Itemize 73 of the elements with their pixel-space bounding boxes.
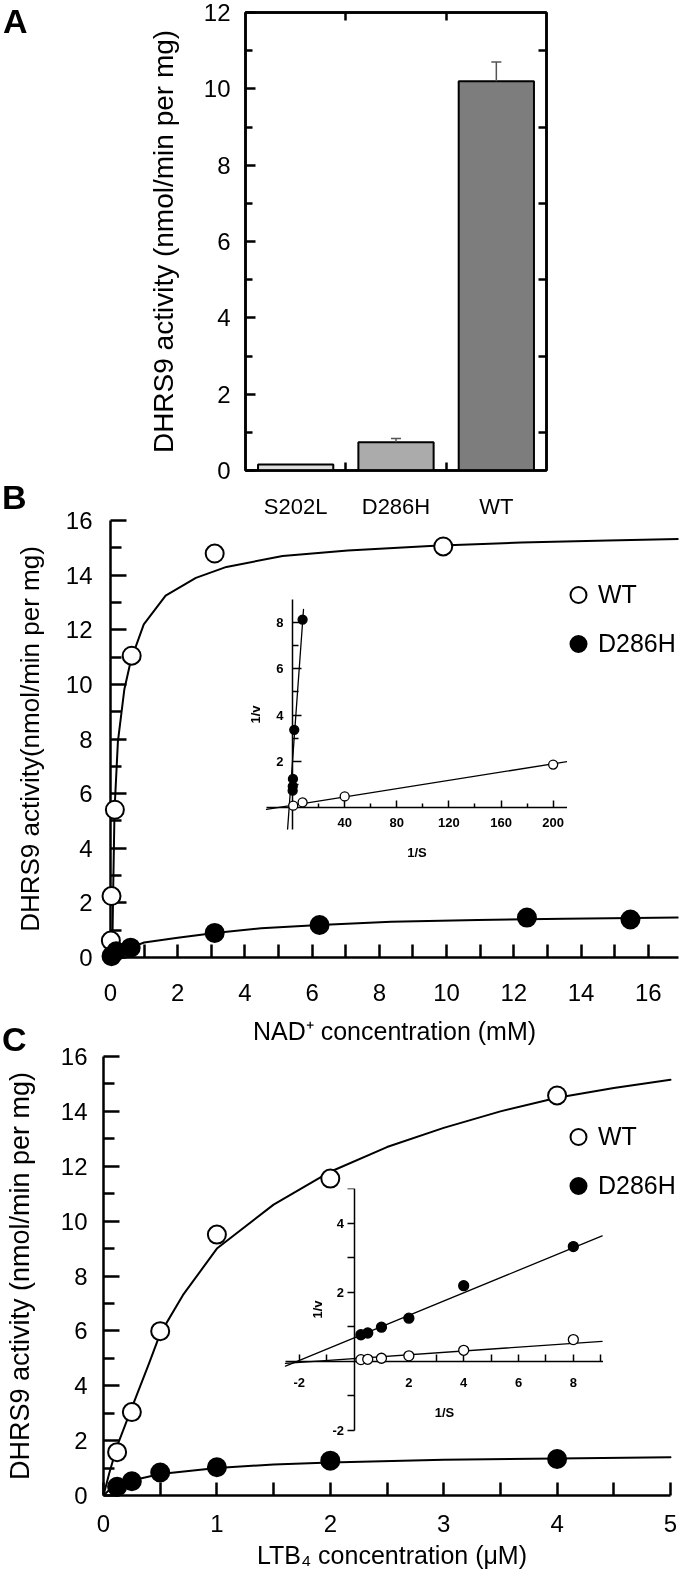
chart-title: B xyxy=(2,478,27,516)
x-tick-label: 40 xyxy=(337,814,352,830)
y-tick-label: 8 xyxy=(74,1262,88,1290)
y-tick-label: 8 xyxy=(276,615,284,631)
y-tick-label: 12 xyxy=(203,0,231,26)
y-tick-label: 2 xyxy=(217,380,231,408)
x-tick-label: 4 xyxy=(238,978,252,1006)
y-tick-label: 4 xyxy=(217,304,231,332)
legend-label: WT xyxy=(598,1121,637,1151)
y-tick-label: 2 xyxy=(336,1284,345,1300)
y-tick-label: 0 xyxy=(217,457,231,484)
x-tick-label: 14 xyxy=(567,978,595,1006)
y-tick-label: 10 xyxy=(65,670,93,698)
x-axis-title: 1/S xyxy=(407,844,428,860)
chart-title: C xyxy=(2,1020,27,1058)
y-tick-label: 16 xyxy=(60,1043,88,1070)
y-tick-label: 0 xyxy=(74,1482,88,1509)
x-tick-label: 0 xyxy=(103,978,118,1006)
x-tick-label: 3 xyxy=(437,1509,451,1537)
x-tick-label: 200 xyxy=(542,814,565,830)
x-tick-label: 80 xyxy=(389,814,405,830)
x-tick-label: 10 xyxy=(433,978,460,1006)
y-axis-title: DHRS9 activity (nmol/min per mg) xyxy=(4,1071,35,1481)
legend-label: WT xyxy=(598,579,637,609)
y-tick-label: 2 xyxy=(276,753,284,769)
y-tick-label: 6 xyxy=(217,228,231,255)
y-tick-label: 4 xyxy=(276,707,285,723)
y-tick-label: 6 xyxy=(74,1317,88,1345)
x-tick-label: 1 xyxy=(210,1509,224,1537)
y-tick-label: 6 xyxy=(276,661,284,677)
x-tick-label: 16 xyxy=(634,978,662,1006)
x-tick-label: WT xyxy=(479,493,514,519)
y-tick-label: 12 xyxy=(65,616,93,644)
x-axis-title: 1/S xyxy=(434,1404,455,1420)
x-tick-label: 4 xyxy=(550,1509,564,1537)
x-tick-label: 120 xyxy=(438,814,460,830)
x-axis-title: LTB₄ concentration (μM) xyxy=(256,1540,528,1569)
x-tick-label: 2 xyxy=(171,978,185,1006)
y-tick-label: -2 xyxy=(332,1423,345,1438)
x-tick-label: D286H xyxy=(361,493,431,519)
y-tick-label: 0 xyxy=(79,944,93,971)
y-tick-label: 2 xyxy=(79,889,93,917)
x-tick-label: 160 xyxy=(490,814,512,830)
y-tick-label: 8 xyxy=(217,151,231,179)
x-tick-label: 8 xyxy=(372,978,387,1006)
x-tick-label: 5 xyxy=(663,1509,678,1537)
x-axis-title: NAD⁺ concentration (mM) xyxy=(252,1016,537,1045)
y-tick-label: 10 xyxy=(203,75,231,103)
legend-label: D286H xyxy=(598,628,676,658)
y-tick-label: 10 xyxy=(60,1207,88,1235)
y-tick-label: 6 xyxy=(79,780,93,808)
x-tick-label: -2 xyxy=(293,1375,305,1391)
legend-label: D286H xyxy=(598,1170,676,1200)
y-axis-title: 1/v xyxy=(309,1299,325,1319)
y-tick-label: 14 xyxy=(65,561,93,589)
y-axis-title: DHRS9 activity (nmol/min per mg) xyxy=(147,29,179,454)
x-tick-label: S202L xyxy=(263,493,328,519)
x-tick-label: 12 xyxy=(500,978,528,1006)
y-tick-label: 4 xyxy=(79,834,93,862)
y-tick-label: 8 xyxy=(79,725,93,753)
y-tick-label: 14 xyxy=(60,1097,88,1125)
y-tick-label: 4 xyxy=(336,1215,345,1231)
y-axis-title: DHRS9 activity(nmol/min per mg) xyxy=(14,546,45,932)
x-tick-label: 4 xyxy=(460,1375,469,1391)
x-tick-label: 2 xyxy=(405,1375,413,1391)
x-tick-label: 6 xyxy=(514,1375,523,1391)
y-tick-label: 12 xyxy=(60,1152,88,1180)
x-tick-label: 6 xyxy=(305,978,319,1006)
x-tick-label: 8 xyxy=(569,1375,577,1391)
y-axis-title: 1/v xyxy=(248,704,264,724)
x-tick-label: 0 xyxy=(96,1509,111,1537)
chart-title: A xyxy=(3,2,28,40)
y-tick-label: 2 xyxy=(74,1427,88,1455)
